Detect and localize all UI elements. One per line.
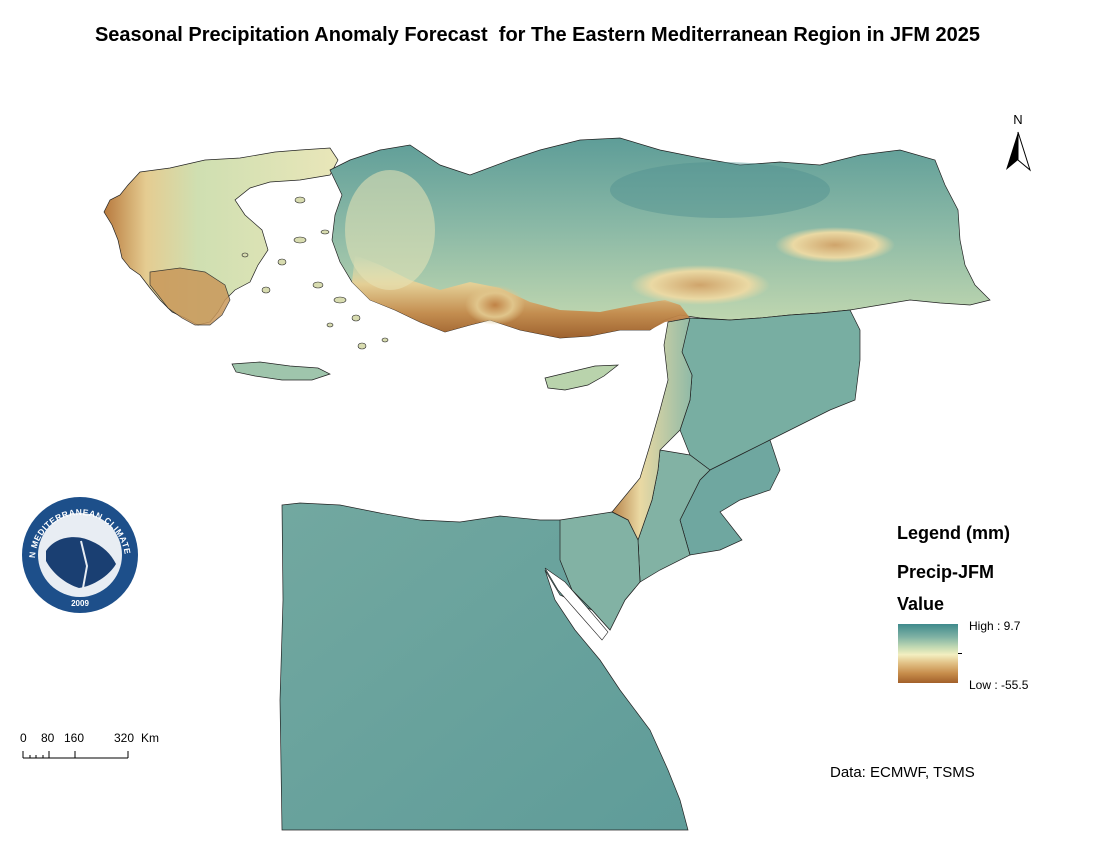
cyprus-island [544, 364, 620, 391]
legend-low-label: Low : -55.5 [969, 678, 1029, 692]
levant-coast-dry-zone [611, 317, 693, 541]
legend-field-name: Value [897, 594, 945, 614]
scale-bar: 0 80 160 320 Km [20, 731, 170, 763]
map-title: Seasonal Precipitation Anomaly Forecast … [94, 24, 981, 46]
peloponnese-region [149, 267, 231, 326]
scale-label-0: 0 [20, 731, 27, 745]
scale-label-320: 320 [114, 731, 135, 745]
legend-high-label: High : 9.7 [969, 619, 1021, 633]
turkey-southeast-dry-patch [630, 265, 770, 305]
scale-bar-ruler [22, 751, 129, 759]
legend-ramp-tick [958, 653, 962, 654]
turkey-east-dry-patch [775, 227, 895, 263]
logo-year: 2009 [71, 599, 89, 608]
north-arrow: N [1003, 112, 1033, 176]
sinai-region [559, 511, 641, 631]
north-label: N [1013, 112, 1023, 127]
legend-layer-name: Precip-JFM [897, 562, 995, 582]
turkey-west-transition [345, 170, 435, 290]
scale-label-160: 160 [64, 731, 85, 745]
legend: Legend (mm) Precip-JFM Value High : 9.7 … [897, 520, 1087, 700]
data-credit: Data: ECMWF, TSMS [830, 764, 975, 781]
turkey-central-dry-patch [465, 285, 525, 325]
legend-color-ramp [898, 624, 958, 683]
turkey-south-coast-dry-zone [352, 255, 690, 338]
gulf-of-suez [544, 567, 609, 641]
turkey-north-wet-core [610, 162, 830, 218]
scale-label-80: 80 [41, 731, 55, 745]
north-arrow-icon [1006, 131, 1031, 172]
crete-island [231, 361, 331, 381]
legend-title: Legend (mm) [897, 523, 1011, 543]
scale-unit: Km [141, 731, 159, 745]
emcc-logo-icon: EASTERN MEDITERRANEAN CLIMATE CENTRE 200… [18, 488, 138, 613]
aegean-islands [241, 196, 389, 350]
emcc-logo: EASTERN MEDITERRANEAN CLIMATE CENTRE 200… [18, 488, 139, 614]
